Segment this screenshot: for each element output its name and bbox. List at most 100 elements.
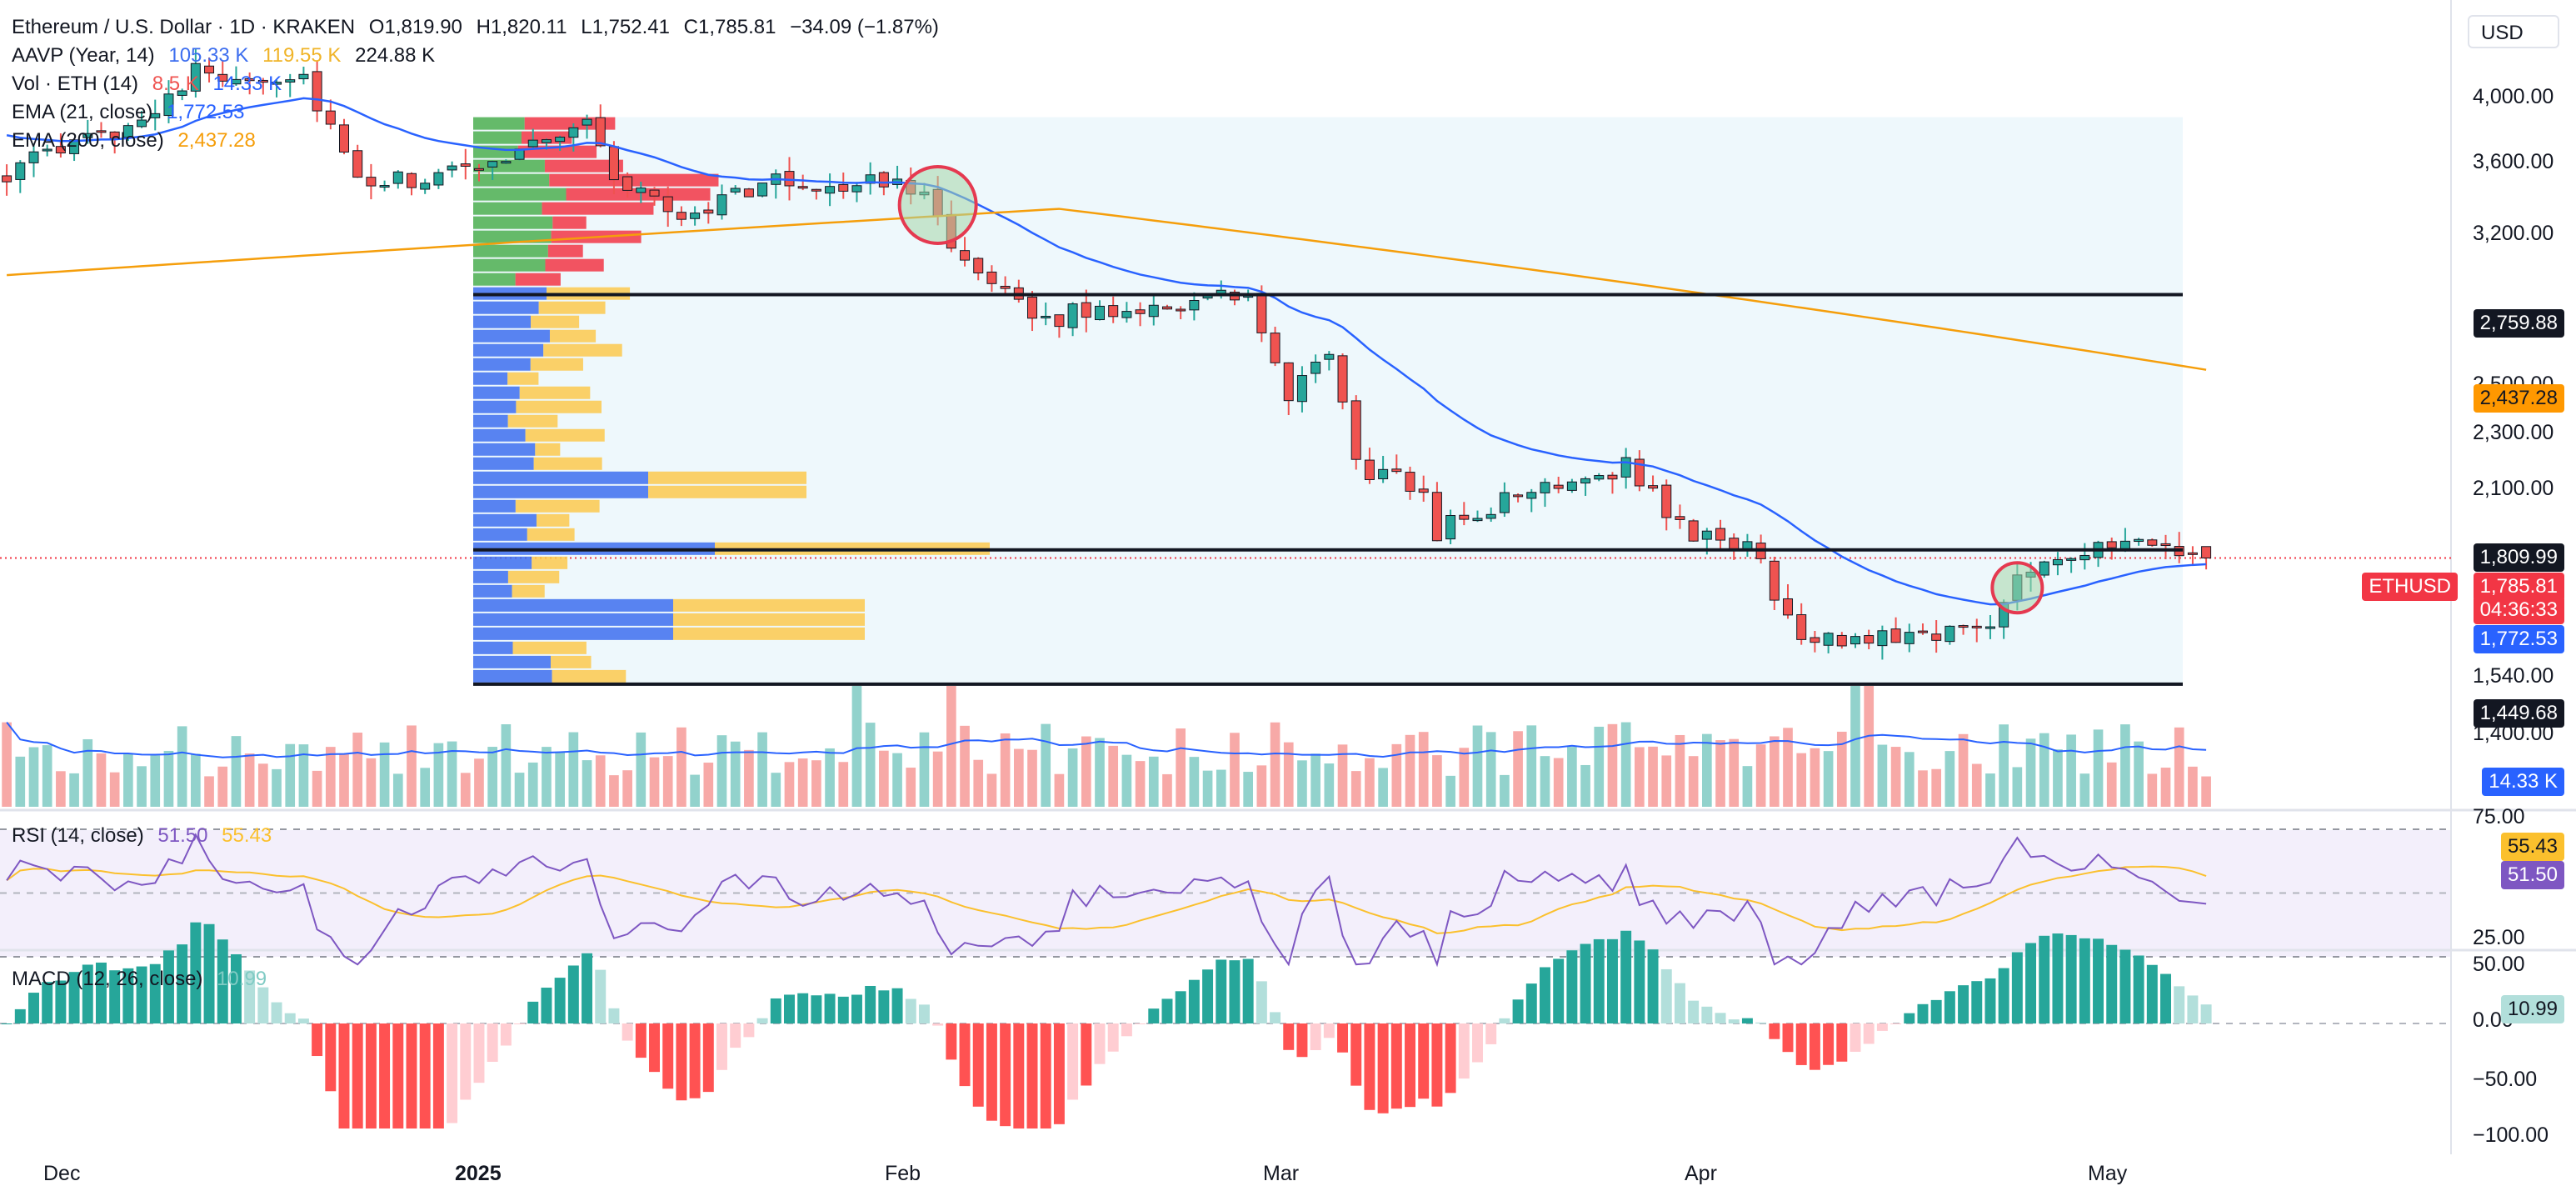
volume-bar bbox=[2174, 727, 2184, 807]
macd-histogram-bar bbox=[1107, 1023, 1119, 1052]
candle-body bbox=[420, 183, 431, 190]
macd-histogram-bar bbox=[28, 993, 39, 1023]
macd-histogram-bar bbox=[473, 1023, 485, 1083]
profile-row-left bbox=[473, 400, 517, 413]
ema21-legend[interactable]: EMA (21, close) 1,772.53 bbox=[12, 98, 253, 127]
macd-histogram-bar bbox=[1067, 1023, 1079, 1100]
profile-row-right bbox=[673, 627, 865, 640]
macd-histogram-bar bbox=[2065, 934, 2077, 1023]
volume-bar bbox=[1270, 722, 1281, 807]
candle-body bbox=[1864, 635, 1875, 644]
macd-histogram-bar bbox=[608, 1008, 620, 1023]
indicator-lines bbox=[6, 97, 2207, 606]
candle-body bbox=[878, 172, 889, 188]
candle-body bbox=[487, 161, 498, 168]
volume-bar bbox=[2093, 729, 2104, 807]
macd-histogram-bar bbox=[1364, 1023, 1375, 1110]
volume-bar bbox=[487, 747, 497, 807]
volume-bar bbox=[1742, 766, 1753, 807]
profile-row-left bbox=[473, 358, 531, 371]
open-value: O1,819.90 bbox=[368, 16, 462, 38]
volume-bar bbox=[433, 743, 444, 807]
price-tick: 3,200.00 bbox=[2473, 222, 2554, 245]
candle-body bbox=[622, 176, 633, 191]
rsi-tick: 25.00 bbox=[2473, 926, 2525, 949]
macd-histogram-bar bbox=[1000, 1023, 1011, 1127]
vol-legend[interactable]: Vol · ETH (14) 8.5 K 14.33 K bbox=[12, 70, 290, 98]
profile-row-left bbox=[473, 202, 542, 215]
candle-body bbox=[406, 173, 417, 188]
candle-body bbox=[204, 65, 215, 74]
volume-bar bbox=[2134, 741, 2144, 807]
ema200-price-label: 2,437.28 bbox=[2473, 384, 2564, 413]
volume-bar bbox=[1810, 748, 1820, 807]
volume-bar bbox=[1769, 736, 1780, 807]
rsi-ma-line bbox=[6, 865, 2207, 934]
macd-histogram-bar bbox=[905, 998, 916, 1023]
profile-row-left bbox=[473, 131, 522, 144]
macd-histogram-bar bbox=[1634, 940, 1645, 1023]
profile-row-right bbox=[648, 471, 806, 484]
candle-body bbox=[190, 63, 201, 92]
change-value: −34.09 (−1.87%) bbox=[790, 16, 939, 38]
macd-histogram-bar bbox=[1958, 985, 1969, 1023]
volume-bar bbox=[1635, 747, 1645, 807]
symbol-title[interactable]: Ethereum / U.S. Dollar · 1D · KRAKEN bbox=[12, 16, 356, 38]
macd-histogram-bar bbox=[1337, 1023, 1349, 1053]
candle-body bbox=[96, 130, 107, 133]
macd-histogram-bar bbox=[1175, 991, 1186, 1023]
profile-row-left bbox=[473, 372, 508, 385]
candle-body bbox=[1000, 285, 1011, 289]
candle-body bbox=[2147, 539, 2158, 546]
candle-body bbox=[272, 82, 282, 85]
profile-row-left bbox=[473, 499, 516, 513]
rsi-legend[interactable]: RSI (14, close) 51.50 55.43 bbox=[12, 822, 280, 850]
ema200-legend[interactable]: EMA (200, close) 2,437.28 bbox=[12, 127, 264, 155]
volume-bar bbox=[1944, 751, 1955, 807]
candle-body bbox=[1769, 560, 1780, 601]
symbol-header: Ethereum / U.S. Dollar · 1D · KRAKEN O1,… bbox=[12, 13, 947, 42]
volume-bar bbox=[960, 725, 970, 807]
volume-bar bbox=[1755, 744, 1766, 807]
horizontal-levels bbox=[473, 293, 2183, 686]
level-high-label: 2,759.88 bbox=[2473, 309, 2564, 338]
macd-histogram-bar bbox=[716, 1023, 727, 1070]
volume-bar bbox=[474, 758, 484, 807]
time-label-apr: Apr bbox=[1685, 1162, 1717, 1185]
macd-histogram-bar bbox=[82, 964, 93, 1023]
macd-histogram-bar bbox=[1418, 1023, 1430, 1099]
aavp-v1: 105.33 K bbox=[168, 44, 249, 67]
candle-body bbox=[1108, 305, 1119, 318]
volume-bar bbox=[2025, 738, 2036, 807]
candle-body bbox=[1310, 361, 1321, 374]
candle-body bbox=[352, 150, 363, 178]
profile-row-left bbox=[473, 117, 525, 130]
volume-bar bbox=[339, 753, 349, 807]
candle-body bbox=[1715, 528, 1726, 541]
profile-row-left bbox=[473, 414, 508, 428]
macd-tick: 50.00 bbox=[2473, 953, 2525, 976]
aavp-legend[interactable]: AAVP (Year, 14) 105.33 K 119.55 K 224.88… bbox=[12, 42, 443, 70]
rsi-line bbox=[6, 833, 2207, 968]
macd-histogram-bar bbox=[1472, 1023, 1483, 1063]
macd-legend[interactable]: MACD (12, 26, close) 10.99 bbox=[12, 965, 275, 993]
macd-histogram-bar bbox=[500, 1023, 512, 1046]
profile-row-right bbox=[544, 159, 623, 173]
ema200-line bbox=[7, 208, 2207, 371]
macd-histogram-bar bbox=[190, 922, 202, 1023]
volume-bar bbox=[1337, 744, 1348, 807]
candle-body bbox=[69, 139, 80, 154]
macd-histogram-bar bbox=[1701, 1006, 1713, 1023]
macd-histogram-bar bbox=[1540, 967, 1550, 1023]
macd-histogram-bar bbox=[1026, 1023, 1038, 1128]
currency-button[interactable]: USD bbox=[2468, 15, 2559, 48]
macd-histogram-bar bbox=[217, 939, 228, 1023]
macd-histogram-bar bbox=[1121, 1023, 1132, 1037]
volume-bar bbox=[1620, 722, 1631, 807]
candle-body bbox=[312, 71, 322, 112]
macd-histogram-bar bbox=[1431, 1023, 1443, 1107]
macd-histogram-bar bbox=[514, 1023, 526, 1024]
profile-row-left bbox=[473, 315, 532, 328]
macd-histogram-bar bbox=[1620, 930, 1632, 1023]
profile-row-right bbox=[648, 485, 806, 498]
